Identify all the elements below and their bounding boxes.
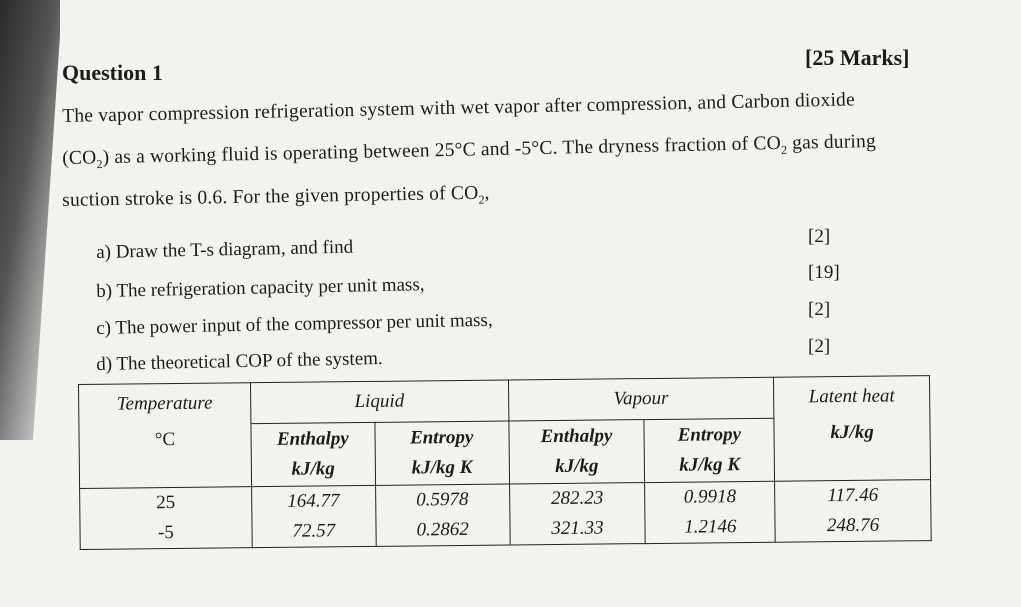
liquid-entropy-cell: 0.2862	[375, 514, 510, 547]
liquid-enthalpy-cell: 164.77	[251, 485, 376, 518]
liquid-entropy-cell: 0.5978	[375, 483, 510, 516]
question-marks: [25 Marks]	[805, 45, 910, 70]
temperature-header: Temperature	[78, 382, 251, 426]
paragraph-line-1-text: The vapor compression refrigeration syst…	[62, 89, 856, 127]
liquid-entropy-header: Entropy kJ/kg K	[374, 420, 510, 486]
latent-heat-header: Latent heat	[773, 375, 930, 419]
paragraph-line-2: (CO2) as a working fluid is operating be…	[62, 131, 876, 173]
latent-heat-cell: 117.46	[774, 479, 931, 512]
item-b-marks: [19]	[808, 262, 840, 283]
latent-heat-cell: 248.76	[775, 510, 932, 543]
vapour-enthalpy-cell: 282.23	[509, 482, 646, 515]
item-a-marks: [2]	[808, 226, 831, 247]
line2-pre: (CO	[62, 147, 97, 169]
vapour-enthalpy-header: Enthalpy kJ/kg	[508, 419, 645, 484]
vapour-entropy-cell: 0.9918	[644, 481, 776, 514]
vapour-header: Vapour	[507, 377, 775, 421]
liquid-enthalpy-cell: 72.57	[251, 515, 376, 548]
question-title: Question 1	[62, 60, 163, 85]
line2-end: gas during	[786, 130, 877, 154]
page-shadow	[0, 0, 60, 440]
vapour-entropy-header: Entropy kJ/kg K	[644, 418, 775, 483]
latent-heat-unit: kJ/kg	[774, 416, 931, 482]
line3-pre: suction stroke is 0.6. For the given pro…	[62, 182, 479, 211]
liquid-header: Liquid	[250, 379, 509, 424]
temp-cell: -5	[79, 517, 253, 550]
line3-end: ,	[484, 182, 490, 204]
item-d: d) The theoretical COP of the system.	[96, 347, 383, 375]
vapour-entropy-cell: 1.2146	[645, 511, 776, 544]
temp-cell: 25	[79, 486, 252, 519]
item-a: a) Draw the T-s diagram, and find	[96, 236, 354, 263]
item-b: b) The refrigeration capacity per unit m…	[96, 274, 425, 302]
liquid-enthalpy-header: Enthalpy kJ/kg	[250, 422, 376, 487]
item-c: c) The power input of the compressor per…	[96, 309, 493, 339]
item-d-marks: [2]	[808, 336, 831, 357]
table-header-row-2: °C Enthalpy kJ/kg Entropy kJ/kg K Enthalpy…	[78, 416, 931, 489]
item-c-marks: [2]	[808, 299, 831, 320]
paragraph-line-3: suction stroke is 0.6. For the given pro…	[62, 183, 490, 215]
properties-table: Temperature Liquid Vapour Latent heat °C…	[78, 375, 932, 550]
line2-post: ) as a working fluid is operating betwee…	[102, 132, 782, 169]
temperature-unit: °C	[78, 423, 252, 489]
paragraph-line-1: The vapor compression refrigeration syst…	[62, 89, 855, 128]
vapour-enthalpy-cell: 321.33	[509, 513, 646, 545]
